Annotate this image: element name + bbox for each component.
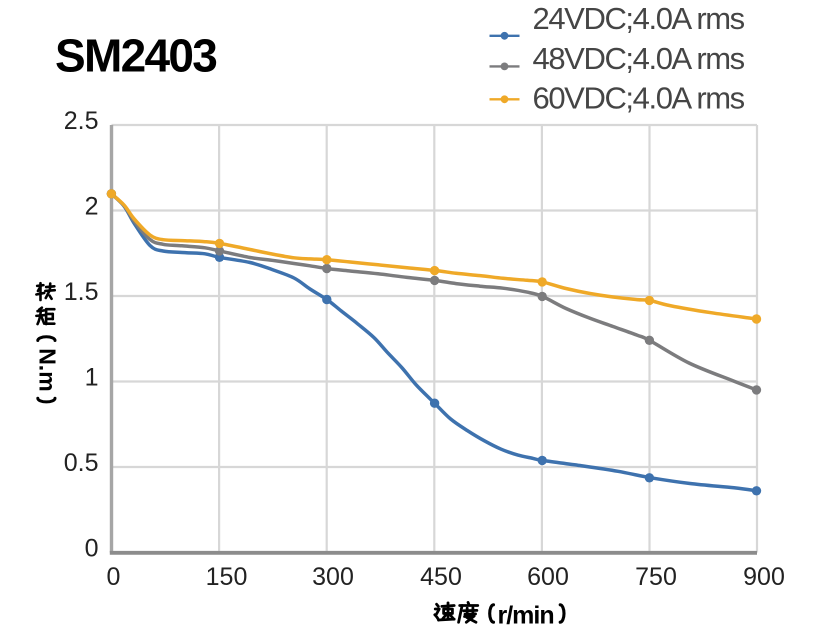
svg-text:SM2403: SM2403 (55, 30, 216, 82)
svg-text:r/min: r/min (498, 602, 554, 630)
svg-text:48VDC;4.0A rms: 48VDC;4.0A rms (533, 41, 745, 76)
svg-text:300: 300 (312, 563, 354, 591)
svg-text:2.5: 2.5 (64, 107, 99, 135)
svg-text:900: 900 (743, 563, 785, 591)
svg-text:0.5: 0.5 (64, 449, 99, 477)
svg-text:750: 750 (635, 563, 677, 591)
svg-text:60VDC;4.0A rms: 60VDC;4.0A rms (533, 81, 745, 116)
svg-text:150: 150 (206, 563, 248, 591)
svg-text:0: 0 (107, 563, 121, 591)
svg-text:450: 450 (420, 563, 462, 591)
svg-text:N.m: N.m (34, 348, 60, 391)
svg-text:24VDC;4.0A rms: 24VDC;4.0A rms (533, 1, 745, 36)
svg-text:0: 0 (85, 535, 99, 563)
svg-text:600: 600 (527, 563, 569, 591)
svg-text:2: 2 (85, 193, 99, 221)
svg-text:1: 1 (85, 364, 99, 392)
svg-text:1.5: 1.5 (64, 278, 99, 306)
